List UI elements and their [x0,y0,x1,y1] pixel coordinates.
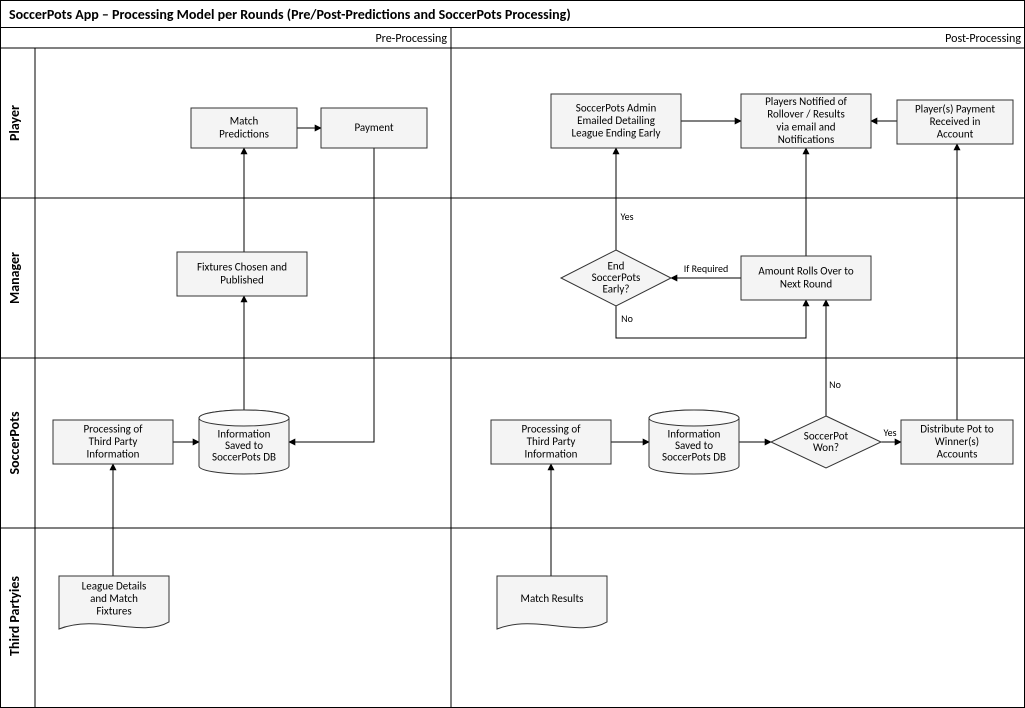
svg-text:Processing ofThird PartyInform: Processing ofThird PartyInformation [522,422,582,460]
lane-label-player: Player [6,105,23,141]
svg-text:Match Results: Match Results [521,592,584,605]
phase-label-pre: Pre-Processing [375,32,447,46]
edge-label-e12: If Required [684,262,728,275]
edge-label-e13: Yes [620,210,633,223]
node-n_doc_post: Match Results [497,576,607,629]
node-n_rollover: Amount Rolls Over toNext Round [741,256,871,300]
diagram-title: SoccerPots App – Processing Model per Ro… [9,6,571,23]
edge-label-e11: No [829,378,841,391]
phase-label-post: Post-Processing [945,32,1021,46]
node-n_payment: Payment [321,108,427,148]
lane-label-manager: Manager [6,252,23,304]
lane-label-third: Third Partyies [6,576,23,656]
node-n_match_pred: MatchPredictions [191,108,297,148]
edge-label-e10: Yes [883,426,896,439]
node-n_admin_email: SoccerPots AdminEmailed DetailingLeague … [551,94,681,148]
title-bar: SoccerPots App – Processing Model per Ro… [0,0,1025,28]
svg-text:Processing ofThird PartyInform: Processing ofThird PartyInformation [84,422,144,460]
svg-text:Payment: Payment [354,121,393,134]
diagram-frame: SoccerPots App – Processing Model per Ro… [0,0,1025,708]
node-n_notified: Players Notified ofRollover / Resultsvia… [741,94,871,148]
node-n_fixtures: Fixtures Chosen andPublished [177,252,307,296]
node-n_end_early: EndSoccerPotsEarly? [561,250,671,306]
swimlane-pool: Pre-Processing Post-Processing Player Manag… [0,28,1025,708]
node-n_pay_received: Player(s) PaymentReceived inAccount [897,100,1013,144]
svg-text:SoccerPots AdminEmailed Detail: SoccerPots AdminEmailed DetailingLeague … [572,101,661,139]
node-n_distribute: Distribute Pot toWinner(s)Accounts [901,420,1013,464]
node-n_doc_pre: League Detailsand MatchFixtures [59,576,169,629]
node-n_proc_pre: Processing ofThird PartyInformation [53,420,173,464]
node-n_won: SoccerPotWon? [771,416,881,468]
node-n_proc_post: Processing ofThird PartyInformation [491,420,611,464]
node-n_db_pre: InformationSaved toSoccerPots DB [199,410,289,474]
node-n_db_post: InformationSaved toSoccerPots DB [649,410,739,474]
edge-e16 [616,300,806,338]
edge-label-e16: No [621,312,633,325]
lane-label-soccerpots: SoccerPots [6,411,23,474]
